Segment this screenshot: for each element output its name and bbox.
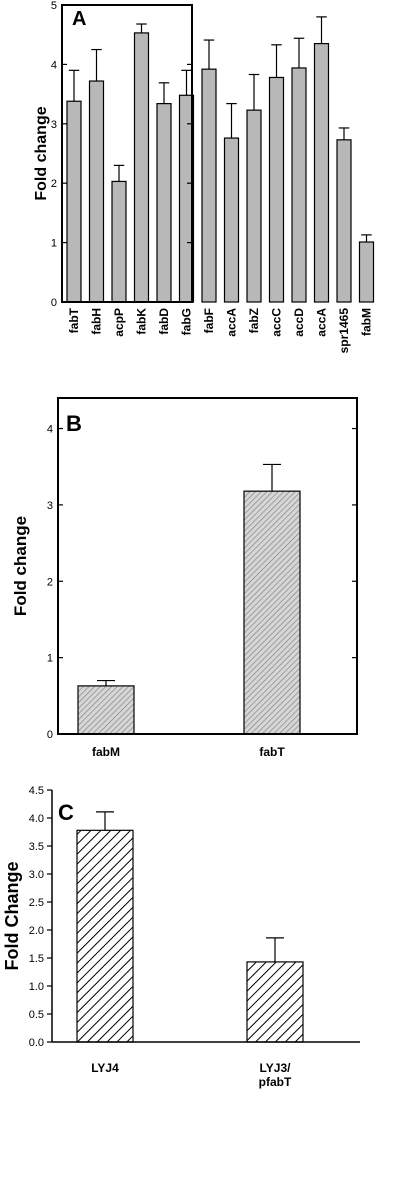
tick-label: fabT [67,307,81,333]
bar [201,68,217,303]
tick-label: LYJ3/ [260,1061,292,1075]
tick-label: 2 [51,178,57,190]
tick-label: 4 [47,424,53,436]
bar [88,80,105,303]
plot-frame [57,397,358,735]
tick-label: 1 [51,238,57,250]
tick-label: fabH [90,308,104,335]
bar [76,829,134,1043]
tick-label: 2 [47,576,53,588]
panel-label: B [66,411,82,436]
tick-label: 4.5 [29,785,44,797]
tick-label: 1 [47,653,53,665]
bar [313,43,330,303]
tick-label: fabF [202,308,216,333]
tick-label: accD [292,308,306,337]
tick-label: fabD [157,308,171,335]
bar [246,109,262,303]
tick-label: pfabT [259,1075,292,1089]
tick-label: 0 [51,297,57,309]
tick-label: 5 [51,0,57,12]
bar [77,685,135,735]
plot-frame [61,4,193,303]
bar [111,180,127,303]
y-axis-label: Fold change [11,516,30,616]
tick-label: 3 [47,500,53,512]
tick-label: 1.5 [29,953,44,965]
tick-label: 4.0 [29,813,44,825]
tick-label: accA [315,308,329,337]
tick-label: accA [225,308,239,337]
bar [336,139,352,303]
tick-label: 0 [47,729,53,741]
tick-label: fabM [360,308,374,336]
bar [66,100,82,303]
tick-label: fabZ [247,308,261,333]
tick-label: 3.0 [29,869,44,881]
bar [156,103,172,303]
tick-label: fabK [135,308,149,335]
bar [246,961,304,1043]
tick-label: LYJ4 [91,1061,119,1075]
tick-label: 2.5 [29,897,44,909]
tick-label: acpP [112,308,126,337]
tick-label: fabT [259,745,285,759]
y-axis-label: Fold change [33,106,50,200]
panel-label: A [72,8,86,30]
tick-label: 4 [51,59,57,71]
bar [223,137,240,303]
tick-label: 2.0 [29,925,44,937]
tick-label: 1.0 [29,981,44,993]
chart-panel-a: fabT fabH acpP fabK fabD fabG fabF accA fabZ accC… [33,0,375,354]
tick-label: 0.5 [29,1009,44,1021]
tick-label: fabG [180,308,194,335]
tick-label: spr1465 [337,308,351,354]
y-axis-label: Fold Change [2,862,22,971]
bar [268,76,285,303]
bar [358,241,375,303]
bar [291,67,307,303]
tick-label: fabM [92,745,120,759]
chart-panel-c: LYJ4LYJ3/pfabTLYJ4/pfabT0.00.51.01.52.02… [2,785,360,1089]
tick-label: 0.0 [29,1037,44,1049]
bar [243,490,301,735]
tick-label: 3.5 [29,841,44,853]
tick-label: 3 [51,119,57,131]
tick-label: accC [270,308,284,337]
panel-label: C [58,800,74,825]
bar [133,32,150,303]
